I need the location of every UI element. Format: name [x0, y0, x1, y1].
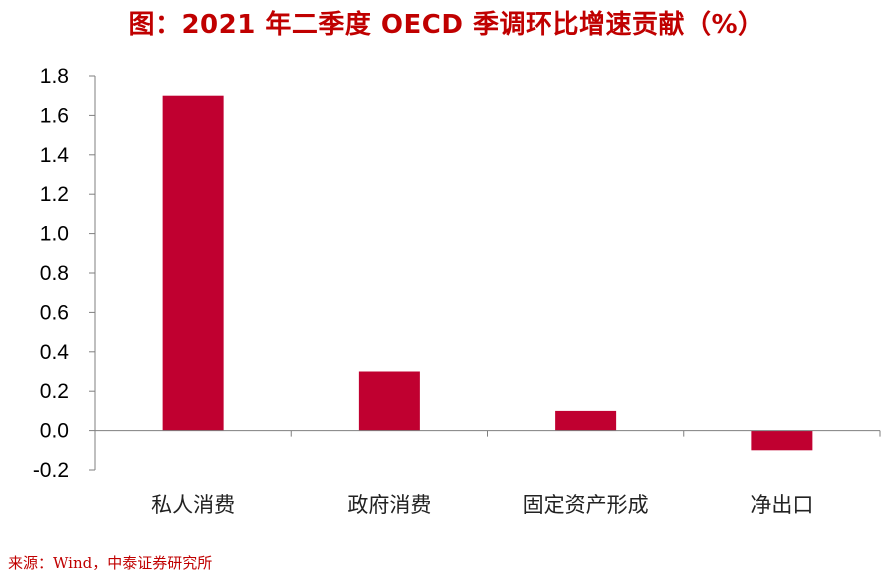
y-tick-label: 0.4 — [40, 341, 70, 364]
y-tick-label: 1.8 — [40, 65, 69, 88]
y-tick-label: 0.2 — [40, 380, 69, 403]
x-tick-labels: 私人消费 政府消费 固定资产形成 净出口 — [151, 493, 813, 517]
y-tick-label: 0.6 — [40, 301, 69, 324]
source-note: 来源：Wind，中泰证券研究所 — [8, 554, 213, 572]
x-tick-label: 政府消费 — [347, 493, 431, 517]
bar-0 — [162, 95, 224, 431]
y-tick-label: 0.0 — [40, 420, 69, 443]
bar-3 — [751, 430, 813, 451]
bar-1 — [358, 371, 420, 431]
y-tick-label: 0.8 — [40, 262, 69, 285]
y-tick-label: -0.2 — [33, 459, 69, 482]
x-axis — [94, 430, 881, 437]
x-tick-label: 净出口 — [750, 493, 813, 517]
x-tick-label: 私人消费 — [151, 493, 235, 517]
bars — [162, 95, 813, 451]
y-axis — [89, 75, 96, 471]
y-tick-label: 1.6 — [40, 104, 69, 127]
bar-2 — [555, 410, 617, 431]
x-tick-label: 固定资产形成 — [523, 493, 649, 517]
y-tick-label: 1.2 — [40, 183, 69, 206]
chart-title: 图：2021 年二季度 OECD 季调环比增速贡献（%） — [128, 10, 765, 40]
y-tick-label: 1.0 — [40, 223, 69, 246]
y-tick-labels: -0.2 0.0 0.2 0.4 0.6 0.8 1.0 1.2 1.4 1.6 1.8 — [33, 65, 69, 482]
y-tick-label: 1.4 — [40, 144, 70, 167]
